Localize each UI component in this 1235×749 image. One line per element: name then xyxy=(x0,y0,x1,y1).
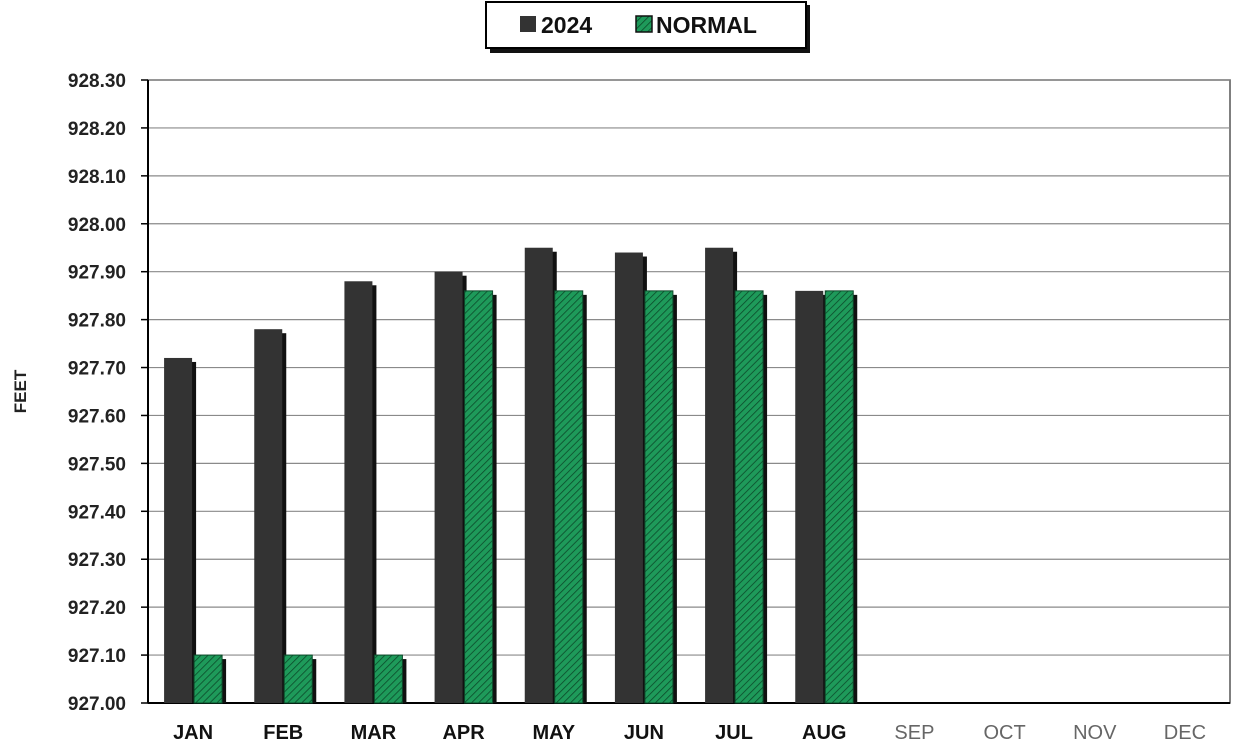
x-tick-label: OCT xyxy=(983,722,1025,744)
y-tick-label: 928.20 xyxy=(68,119,126,140)
x-tick-label: DEC xyxy=(1164,722,1206,744)
bar-normal-mar xyxy=(373,654,403,704)
bar-2024-mar xyxy=(344,281,373,703)
bar-2024-may xyxy=(524,247,553,703)
y-tick-label: 928.00 xyxy=(68,215,126,236)
y-tick-label: 927.00 xyxy=(68,694,126,715)
bar-normal-jan xyxy=(193,654,223,704)
x-tick-label: MAR xyxy=(351,722,397,744)
bar-normal-jun xyxy=(644,290,674,704)
legend-swatch-normal xyxy=(635,15,653,33)
legend-swatch-2024 xyxy=(520,16,536,32)
x-tick-label: APR xyxy=(442,722,485,744)
x-tick-label: JUL xyxy=(715,722,753,744)
x-tick-label: JAN xyxy=(173,722,213,744)
y-tick-label: 927.20 xyxy=(68,598,126,619)
y-axis-label: FEET xyxy=(11,369,30,413)
bar-2024-apr xyxy=(434,271,463,703)
bar-normal-aug xyxy=(824,290,854,704)
bar-normal-feb xyxy=(283,654,313,704)
plot-area xyxy=(147,79,1231,704)
y-tick-label: 927.90 xyxy=(68,263,126,284)
x-tick-label: FEB xyxy=(263,722,303,744)
y-tick-label: 928.30 xyxy=(68,71,126,92)
bar-2024-jun xyxy=(614,252,643,703)
y-tick-label: 927.80 xyxy=(68,311,126,332)
y-tick-label: 927.40 xyxy=(68,502,126,523)
legend-label-2024: 2024 xyxy=(541,12,592,38)
bar-2024-jan xyxy=(164,357,193,703)
y-tick-label: 927.70 xyxy=(68,359,126,380)
y-tick-label: 927.10 xyxy=(68,646,126,667)
bar-normal-jul xyxy=(734,290,764,704)
x-tick-label: SEP xyxy=(894,722,934,744)
legend-label-normal: NORMAL xyxy=(656,12,757,38)
bar-normal-apr xyxy=(464,290,494,704)
bar-2024-jul xyxy=(705,247,734,703)
y-tick-label: 928.10 xyxy=(68,167,126,188)
y-tick-label: 927.30 xyxy=(68,550,126,571)
bar-2024-feb xyxy=(254,329,283,703)
x-tick-label: NOV xyxy=(1073,722,1117,744)
bar-normal-may xyxy=(554,290,584,704)
x-tick-label: JUN xyxy=(624,722,664,744)
x-tick-label: AUG xyxy=(802,722,846,744)
x-tick-label: MAY xyxy=(532,722,575,744)
y-tick-label: 927.50 xyxy=(68,454,126,475)
y-tick-label: 927.60 xyxy=(68,406,126,427)
bar-2024-aug xyxy=(795,290,824,703)
